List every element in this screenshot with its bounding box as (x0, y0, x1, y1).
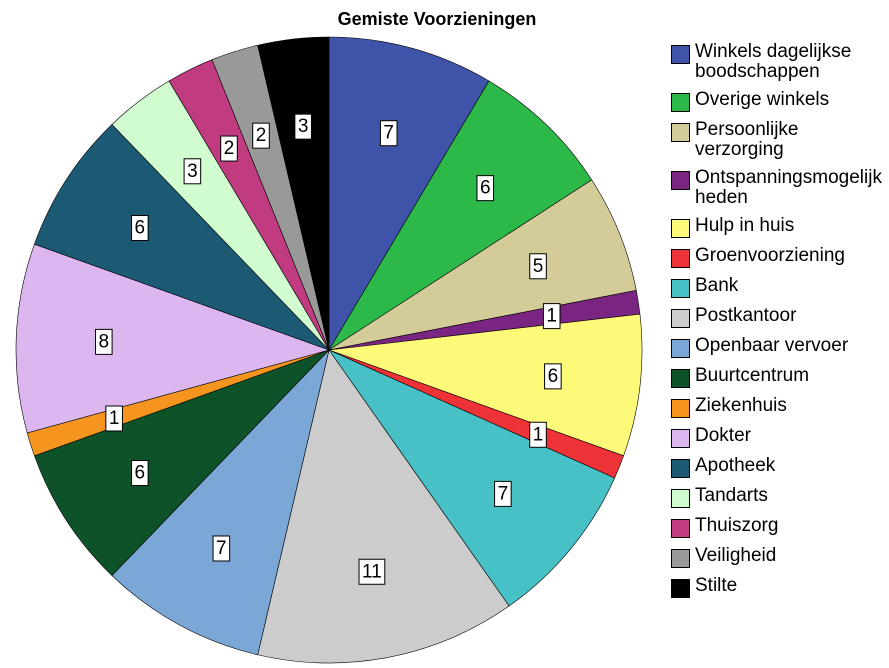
data-label-box (183, 158, 202, 185)
legend-swatch (671, 309, 690, 328)
legend-label: Buurtcentrum (695, 365, 810, 386)
data-label: 1 (109, 408, 120, 429)
data-label: 8 (99, 331, 110, 352)
data-label: 7 (216, 538, 227, 559)
data-label: 2 (224, 138, 235, 159)
legend-label: Stilte (695, 575, 738, 596)
legend-label: Ziekenhuis (695, 395, 787, 416)
data-label: 11 (362, 561, 382, 582)
legend-item: Bank (671, 276, 886, 298)
legend-label: Tandarts (695, 485, 768, 506)
legend-label: Veiligheid (695, 545, 777, 566)
legend-swatch (671, 249, 690, 268)
chart-title: Gemiste Voorzieningen (338, 9, 537, 29)
legend: Winkels dagelijkse boodschappen Overige w… (671, 42, 886, 606)
legend-item: Stilte (671, 576, 886, 598)
pie-slice (34, 349, 330, 576)
pie-slice (111, 349, 330, 656)
data-label-box (542, 303, 561, 330)
data-label: 2 (256, 125, 267, 146)
legend-item: Dokter (671, 426, 886, 448)
legend-swatch (671, 45, 690, 64)
legend-swatch (671, 123, 690, 142)
pie-slice (328, 313, 643, 457)
data-label-box (544, 363, 562, 390)
pie-slice (328, 179, 637, 351)
legend-item: Buurtcentrum (671, 366, 886, 388)
legend-item: Tandarts (671, 486, 886, 508)
data-label: 1 (533, 424, 544, 445)
pie-slice (34, 124, 330, 351)
legend-swatch (671, 489, 690, 508)
legend-label: Overige winkels (695, 89, 830, 110)
legend-swatch (671, 369, 690, 388)
legend-item: Postkantoor (671, 306, 886, 328)
data-label: 6 (480, 178, 491, 199)
legend-item: Winkels dagelijkse boodschappen (671, 42, 886, 82)
data-label-box (220, 135, 238, 162)
data-label: 6 (548, 366, 559, 387)
legend-swatch (671, 279, 690, 298)
pie-slice (15, 243, 330, 434)
legend-swatch (671, 429, 690, 448)
legend-item: Overige winkels (671, 90, 886, 112)
data-label: 1 (546, 306, 557, 327)
legend-swatch (671, 339, 690, 358)
data-label-box (131, 460, 149, 487)
pie-slice (328, 80, 593, 351)
legend-swatch (671, 219, 690, 238)
legend-item: Groenvoorziening (671, 246, 886, 268)
legend-swatch (671, 171, 690, 190)
legend-label: Winkels dagelijkse boodschappen (695, 41, 852, 82)
legend-label: Hulp in huis (695, 215, 795, 236)
legend-label: Dokter (695, 425, 751, 446)
legend-label: Persoonlijke verzorging (695, 119, 799, 160)
data-label-box (529, 421, 547, 448)
legend-swatch (671, 93, 690, 112)
legend-swatch (671, 399, 690, 418)
data-label-box (252, 122, 270, 149)
pie-area: Gemiste Voorzieningen 7 6 5 1 6 1 7 11 7 6 1 8 6 3 22 3 (15, 9, 643, 664)
legend-swatch (671, 579, 690, 598)
legend-swatch (671, 549, 690, 568)
data-label-box (379, 120, 398, 147)
legend-label: Thuiszorg (695, 515, 779, 536)
data-label: 6 (135, 463, 146, 484)
pie-slice (257, 349, 510, 664)
legend-label: Groenvoorziening (695, 245, 845, 266)
pie-slice (328, 349, 616, 607)
legend-item: Apotheek (671, 456, 886, 478)
legend-swatch (671, 519, 690, 538)
legend-swatch (671, 459, 690, 478)
data-label: 7 (498, 483, 509, 504)
data-label-box (95, 328, 113, 355)
data-label: 3 (298, 116, 309, 137)
data-label: 5 (533, 256, 544, 277)
data-label-box (529, 253, 547, 280)
legend-item: Ontspanningsmogelijkheden (671, 168, 886, 208)
data-label: 3 (187, 161, 198, 182)
legend-item: Openbaar vervoer (671, 336, 886, 358)
data-label: 6 (135, 218, 146, 239)
data-label-box (494, 480, 512, 507)
legend-item: Veiligheid (671, 546, 886, 568)
legend-item: Persoonlijke verzorging (671, 120, 886, 160)
data-label-box (105, 405, 123, 432)
legend-item: Ziekenhuis (671, 396, 886, 418)
legend-label: Bank (695, 275, 739, 296)
legend-label: Ontspanningsmogelijkheden (695, 167, 882, 208)
legend-label: Postkantoor (695, 305, 797, 326)
legend-label: Apotheek (695, 455, 776, 476)
pie-slice (328, 36, 490, 352)
data-label-box (358, 558, 386, 585)
data-label-box (212, 535, 231, 562)
legend-item: Thuiszorg (671, 516, 886, 538)
data-label-box (476, 175, 495, 202)
data-label-box (294, 113, 312, 140)
legend-item: Hulp in huis (671, 216, 886, 238)
legend-label: Openbaar vervoer (695, 335, 849, 356)
data-label-box (131, 215, 149, 242)
data-label: 7 (383, 123, 394, 144)
